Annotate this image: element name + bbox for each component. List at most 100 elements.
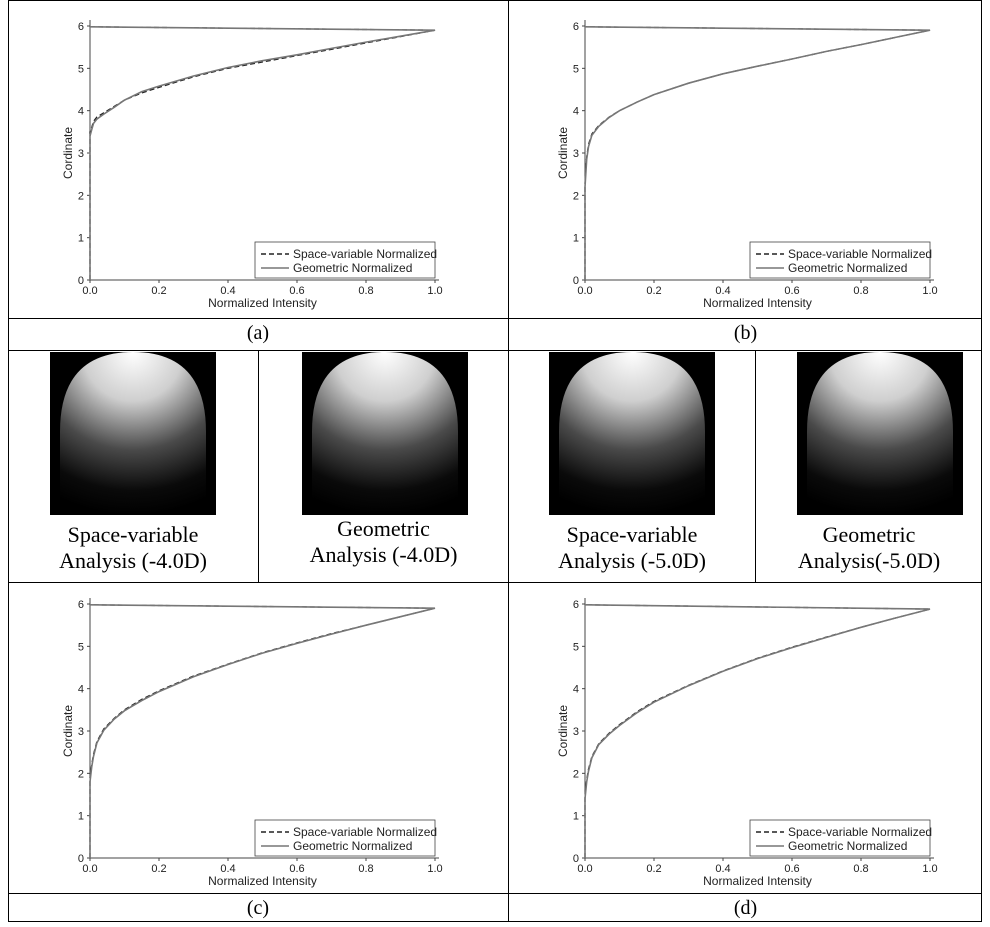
legend-box [749, 241, 931, 279]
chart-panel-d: 0 1 2 3 4 5 6 0.0 0.2 0.4 0.6 0.8 1.0 Normalized Inte… [555, 588, 955, 888]
y-tick-label: 6 [78, 599, 84, 611]
x-tick-label: 0.2 [646, 285, 661, 297]
y-tick-label: 0 [573, 853, 579, 865]
y-tick-label: 5 [78, 63, 84, 75]
series-line-geometric [584, 26, 931, 280]
thumbnail-image-geometric-5d [797, 352, 963, 515]
x-tick-label: 0.2 [151, 863, 166, 875]
y-tick-label: 5 [78, 641, 84, 653]
x-tick-label: 1.0 [427, 285, 442, 297]
x-tick-label: 0.6 [784, 285, 799, 297]
thumbnail-label-line: Space-variable [67, 522, 199, 547]
legend-box [254, 241, 436, 279]
legend-box [254, 819, 436, 857]
caption-a: (a) [246, 322, 270, 344]
figure-table [8, 0, 982, 922]
thumbnail-label-line: Space-variable [566, 522, 698, 547]
caption-b: (b) [733, 322, 758, 344]
table-column-divider [258, 350, 259, 582]
thumbnail-image-geometric-4d [302, 352, 468, 515]
x-tick-label: 0.0 [577, 863, 592, 875]
thumbnail-label-line: Analysis (-5.0D) [558, 548, 706, 573]
series-line-geometric [584, 604, 931, 858]
y-tick-label: 1 [573, 233, 579, 245]
x-axis-label: Normalized Intensity [208, 874, 317, 888]
thumbnail-label-line: Geometric [337, 516, 430, 541]
thumbnail-label-line: Geometric [822, 522, 916, 547]
x-tick-label: 1.0 [922, 285, 937, 297]
series-line-space-variable [89, 26, 436, 280]
legend-label: Geometric Normalized [293, 261, 412, 275]
thumbnail-label-line: Analysis (-4.0D) [59, 548, 207, 573]
thumbnail-image-space-variable-5d [549, 352, 715, 515]
y-tick-label: 2 [573, 768, 579, 780]
chart-panel-b: 0 1 2 3 4 5 6 0.0 0.2 0.4 0.6 0.8 1.0 Normalized Inte… [555, 10, 955, 310]
y-tick-label: 6 [78, 21, 84, 33]
y-tick-label: 5 [573, 641, 579, 653]
y-tick-label: 1 [573, 811, 579, 823]
thumbnail-label: Geometric Analysis (-4.0D) [259, 516, 508, 568]
chart-panel-a: 0 1 2 3 4 5 6 0.0 0.2 0.4 0.6 0.8 1.0 Normalized Inte… [60, 10, 460, 310]
legend-box [749, 819, 931, 857]
chart-svg: 0 1 2 3 4 5 6 0.0 0.2 0.4 0.6 0.8 1.0 Normalized Inte… [556, 598, 938, 888]
y-tick-label: 3 [573, 148, 579, 160]
x-tick-label: 0.4 [220, 285, 235, 297]
y-tick-label: 3 [573, 726, 579, 738]
x-tick-label: 0.8 [358, 285, 373, 297]
x-tick-label: 0.8 [853, 285, 868, 297]
x-tick-label: 0.2 [151, 285, 166, 297]
y-tick-label: 2 [573, 190, 579, 202]
legend-label: Space-variable Normalized [788, 247, 932, 261]
x-tick-label: 0.6 [289, 285, 304, 297]
legend-label: Geometric Normalized [788, 839, 907, 853]
table-row-divider [8, 350, 982, 351]
legend-label: Space-variable Normalized [788, 825, 932, 839]
y-tick-label: 4 [78, 106, 84, 118]
y-tick-label: 3 [78, 726, 84, 738]
y-tick-label: 2 [78, 768, 84, 780]
legend-label: Space-variable Normalized [293, 247, 437, 261]
table-column-divider [755, 350, 756, 582]
chart-svg: 0 1 2 3 4 5 6 0.0 0.2 0.4 0.6 0.8 1.0 Normalized Inte… [556, 20, 938, 310]
y-axis-label: Cordinate [61, 705, 75, 757]
x-tick-label: 0.4 [220, 863, 235, 875]
x-tick-label: 0.6 [784, 863, 799, 875]
x-tick-label: 1.0 [922, 863, 937, 875]
legend-label: Geometric Normalized [293, 839, 412, 853]
x-tick-label: 0.4 [715, 285, 730, 297]
y-axis-label: Cordinate [61, 127, 75, 179]
chart-svg: 0 1 2 3 4 5 6 0.0 0.2 0.4 0.6 0.8 1.0 Normalized Inte… [61, 20, 443, 310]
thumbnail-label-line: Analysis (-4.0D) [309, 542, 458, 567]
table-row-divider [8, 893, 982, 894]
table-column-divider [508, 0, 509, 922]
x-tick-label: 0.0 [577, 285, 592, 297]
table-row-divider [8, 582, 982, 583]
y-tick-label: 4 [78, 684, 84, 696]
x-tick-label: 0.0 [82, 863, 97, 875]
x-tick-label: 0.2 [646, 863, 661, 875]
y-tick-label: 0 [78, 275, 84, 287]
caption-c: (c) [246, 897, 270, 919]
y-axis-label: Cordinate [556, 705, 570, 757]
legend-label: Geometric Normalized [788, 261, 907, 275]
chart-panel-c: 0 1 2 3 4 5 6 0.0 0.2 0.4 0.6 0.8 1.0 Normalized Inte… [60, 588, 460, 888]
y-axis-label: Cordinate [556, 127, 570, 179]
thumbnail-label: Space-variable Analysis (-5.0D) [509, 522, 755, 574]
y-tick-label: 6 [573, 599, 579, 611]
chart-svg: 0 1 2 3 4 5 6 0.0 0.2 0.4 0.6 0.8 1.0 Normalized Inte… [61, 598, 443, 888]
thumbnail-label: Space-variable Analysis (-4.0D) [8, 522, 258, 574]
table-row-divider [8, 318, 982, 319]
y-tick-label: 4 [573, 684, 579, 696]
x-tick-label: 0.0 [82, 285, 97, 297]
y-tick-label: 0 [78, 853, 84, 865]
thumbnail-image-space-variable-4d [50, 352, 216, 515]
y-tick-label: 3 [78, 148, 84, 160]
legend-label: Space-variable Normalized [293, 825, 437, 839]
y-tick-label: 1 [78, 233, 84, 245]
y-tick-label: 4 [573, 106, 579, 118]
y-tick-label: 0 [573, 275, 579, 287]
series-line-geometric [89, 26, 436, 280]
x-tick-label: 0.6 [289, 863, 304, 875]
y-tick-label: 1 [78, 811, 84, 823]
x-tick-label: 0.8 [358, 863, 373, 875]
